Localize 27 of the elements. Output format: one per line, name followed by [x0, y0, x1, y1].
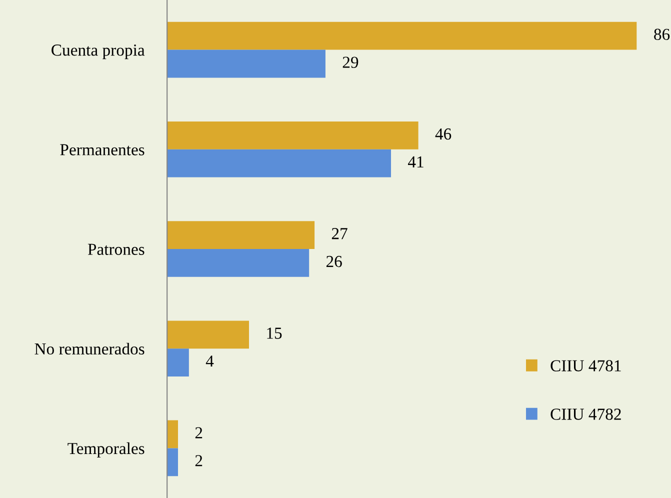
- bar: [167, 420, 178, 448]
- bar: [167, 448, 178, 476]
- bar: [167, 348, 189, 376]
- bar: [167, 249, 310, 277]
- y-tick-label: Patrones: [88, 244, 144, 255]
- data-label: 86: [654, 28, 670, 40]
- bar: [167, 320, 250, 349]
- data-label: 46: [435, 128, 452, 140]
- data-label: 2: [195, 427, 202, 438]
- data-label: 4: [206, 356, 214, 367]
- y-tick-label: Cuenta propia: [52, 44, 145, 60]
- data-label: 15: [267, 328, 282, 339]
- data-label: 2: [195, 455, 202, 466]
- bar: [167, 122, 418, 150]
- y-tick-label: Permanentes: [60, 144, 144, 156]
- y-tick-label: No remunerados: [34, 342, 144, 355]
- data-label: 27: [332, 228, 348, 240]
- data-label: 26: [326, 256, 342, 268]
- bar: [167, 221, 315, 249]
- bar: [167, 50, 326, 78]
- legend-label: CIIU 4782: [550, 408, 621, 420]
- data-label: 29: [342, 56, 358, 68]
- y-tick-label: Temporales: [68, 442, 144, 458]
- legend-label: CIIU 4781: [550, 360, 621, 372]
- bar: [167, 22, 637, 50]
- data-label: 41: [408, 156, 424, 168]
- bar: [167, 149, 392, 178]
